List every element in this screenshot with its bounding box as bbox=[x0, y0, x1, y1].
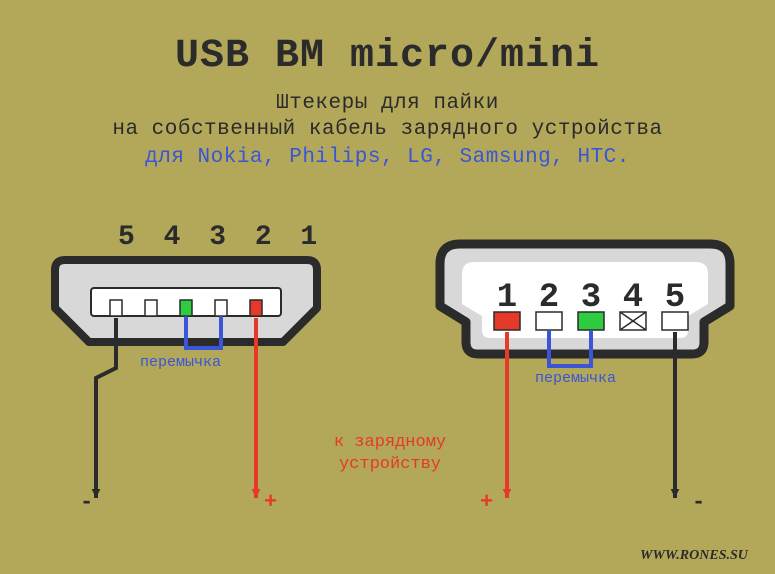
micro-sign-pos: + bbox=[264, 490, 277, 515]
micro-pin-labels: 5 4 3 2 1 bbox=[118, 222, 323, 253]
diagram-svg: 12345 bbox=[0, 0, 775, 574]
mini-wire-neg-arrow-arrowhead bbox=[671, 489, 680, 498]
mini-pin-label-5: 5 bbox=[665, 279, 685, 317]
micro-pin-5 bbox=[110, 300, 122, 316]
micro-pin-1 bbox=[250, 300, 262, 316]
mini-wire-pos-arrow-arrowhead bbox=[503, 489, 512, 498]
center-label-line2: устройству bbox=[320, 454, 460, 476]
mini-pin-label-2: 2 bbox=[539, 279, 559, 317]
mini-pin-label-1: 1 bbox=[497, 279, 517, 317]
mini-jumper-label: перемычка bbox=[535, 370, 616, 387]
center-label: к зарядномуустройству bbox=[320, 432, 460, 476]
micro-pin-2 bbox=[215, 300, 227, 316]
micro-pin-4 bbox=[145, 300, 157, 316]
micro-sign-neg: - bbox=[80, 490, 93, 515]
mini-pin-label-3: 3 bbox=[581, 279, 601, 317]
micro-jumper-label: перемычка bbox=[140, 354, 221, 371]
micro-pin-3 bbox=[180, 300, 192, 316]
mini-sign-neg: - bbox=[692, 490, 705, 515]
center-label-line1: к зарядному bbox=[320, 432, 460, 454]
mini-sign-pos: + bbox=[480, 490, 493, 515]
micro-wire-pos-arrow-arrowhead bbox=[252, 489, 261, 498]
mini-pin-label-4: 4 bbox=[623, 279, 643, 317]
watermark: WWW.RONES.SU bbox=[640, 548, 748, 564]
